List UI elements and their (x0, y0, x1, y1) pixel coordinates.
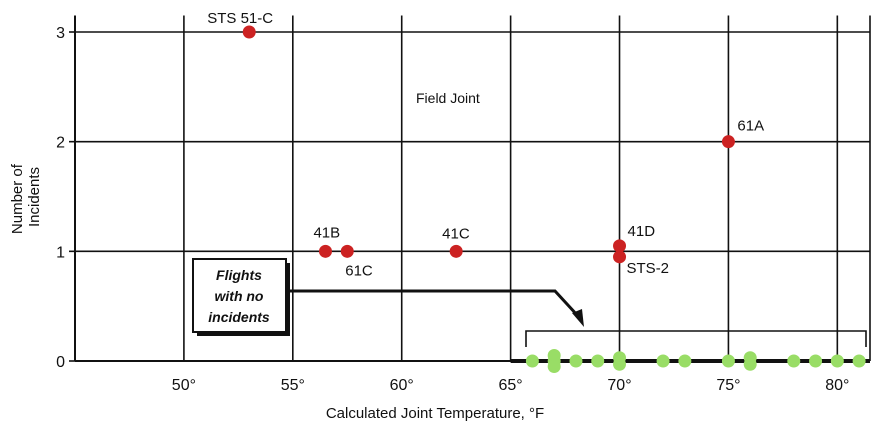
no-incident-point-15 (809, 354, 823, 368)
point-label-3: 61C (345, 262, 373, 279)
x-tick-label-75: 75° (716, 377, 740, 394)
x-axis-label: Calculated Joint Temperature, °F (326, 405, 544, 422)
field-joint-annotation: Field Joint (416, 90, 480, 106)
no-incident-point-1 (525, 354, 539, 368)
x-tick-label-50: 50° (172, 377, 196, 394)
callout-box (192, 258, 287, 333)
y-tick-label-3: 3 (56, 25, 65, 42)
callout-arrow-head (572, 309, 584, 327)
callout-line-2: with no (215, 288, 264, 304)
no-incidents-callout: Flights with no incidents (192, 258, 867, 347)
callout-arrow-line (290, 289, 580, 318)
no-incident-point-11 (721, 354, 735, 368)
data-points (242, 25, 866, 373)
y-axis-label-line-2: Incidents (26, 167, 43, 227)
no-incident-point-16 (830, 354, 844, 368)
callout-line-3: incidents (208, 309, 270, 325)
incident-point-5 (613, 239, 627, 253)
y-tick-label-2: 2 (56, 135, 65, 152)
x-tick-label-60: 60° (390, 377, 414, 394)
grid-lines (69, 15, 870, 362)
y-tick-label-0: 0 (56, 354, 65, 371)
point-label-1: STS 51-C (207, 10, 273, 27)
no-incident-point-13 (743, 357, 757, 371)
point-label-7: 61A (737, 118, 764, 135)
x-tick-label-65: 65° (499, 377, 523, 394)
x-tick-label-80: 80° (825, 377, 849, 394)
point-labels: STS 51-C 41B 61C 41C 41D STS-2 61A (207, 10, 764, 279)
y-tick-label-1: 1 (56, 244, 65, 261)
no-incident-point-8 (613, 357, 627, 371)
incident-point-3 (340, 244, 354, 258)
incident-point-4 (449, 244, 463, 258)
incident-point-2 (318, 244, 332, 258)
no-incident-point-4 (547, 359, 561, 373)
point-label-2: 41B (313, 224, 340, 241)
incident-point-6 (613, 250, 627, 264)
no-incident-point-14 (787, 354, 801, 368)
no-incident-point-5 (569, 354, 583, 368)
callout-line-1: Flights (216, 267, 262, 283)
x-tick-label-55: 55° (281, 377, 305, 394)
no-incident-point-17 (852, 354, 866, 368)
y-tick-labels: 0 1 2 3 (56, 25, 65, 371)
no-incident-point-10 (678, 354, 692, 368)
x-tick-labels: 50° 55° 60° 65° 70° 75° 80° (172, 377, 850, 394)
incident-point-1 (242, 25, 256, 39)
point-label-4: 41C (442, 225, 470, 242)
incident-point-7 (721, 135, 735, 149)
y-axis-label: Number of Incidents (9, 160, 43, 234)
point-label-5: 41D (628, 223, 656, 240)
no-incident-bracket (525, 330, 867, 347)
x-tick-label-70: 70° (607, 377, 631, 394)
no-incident-point-9 (656, 354, 670, 368)
no-incident-point-6 (591, 354, 605, 368)
y-axis-label-line-1: Number of (9, 163, 26, 234)
point-label-6: STS-2 (627, 260, 670, 277)
